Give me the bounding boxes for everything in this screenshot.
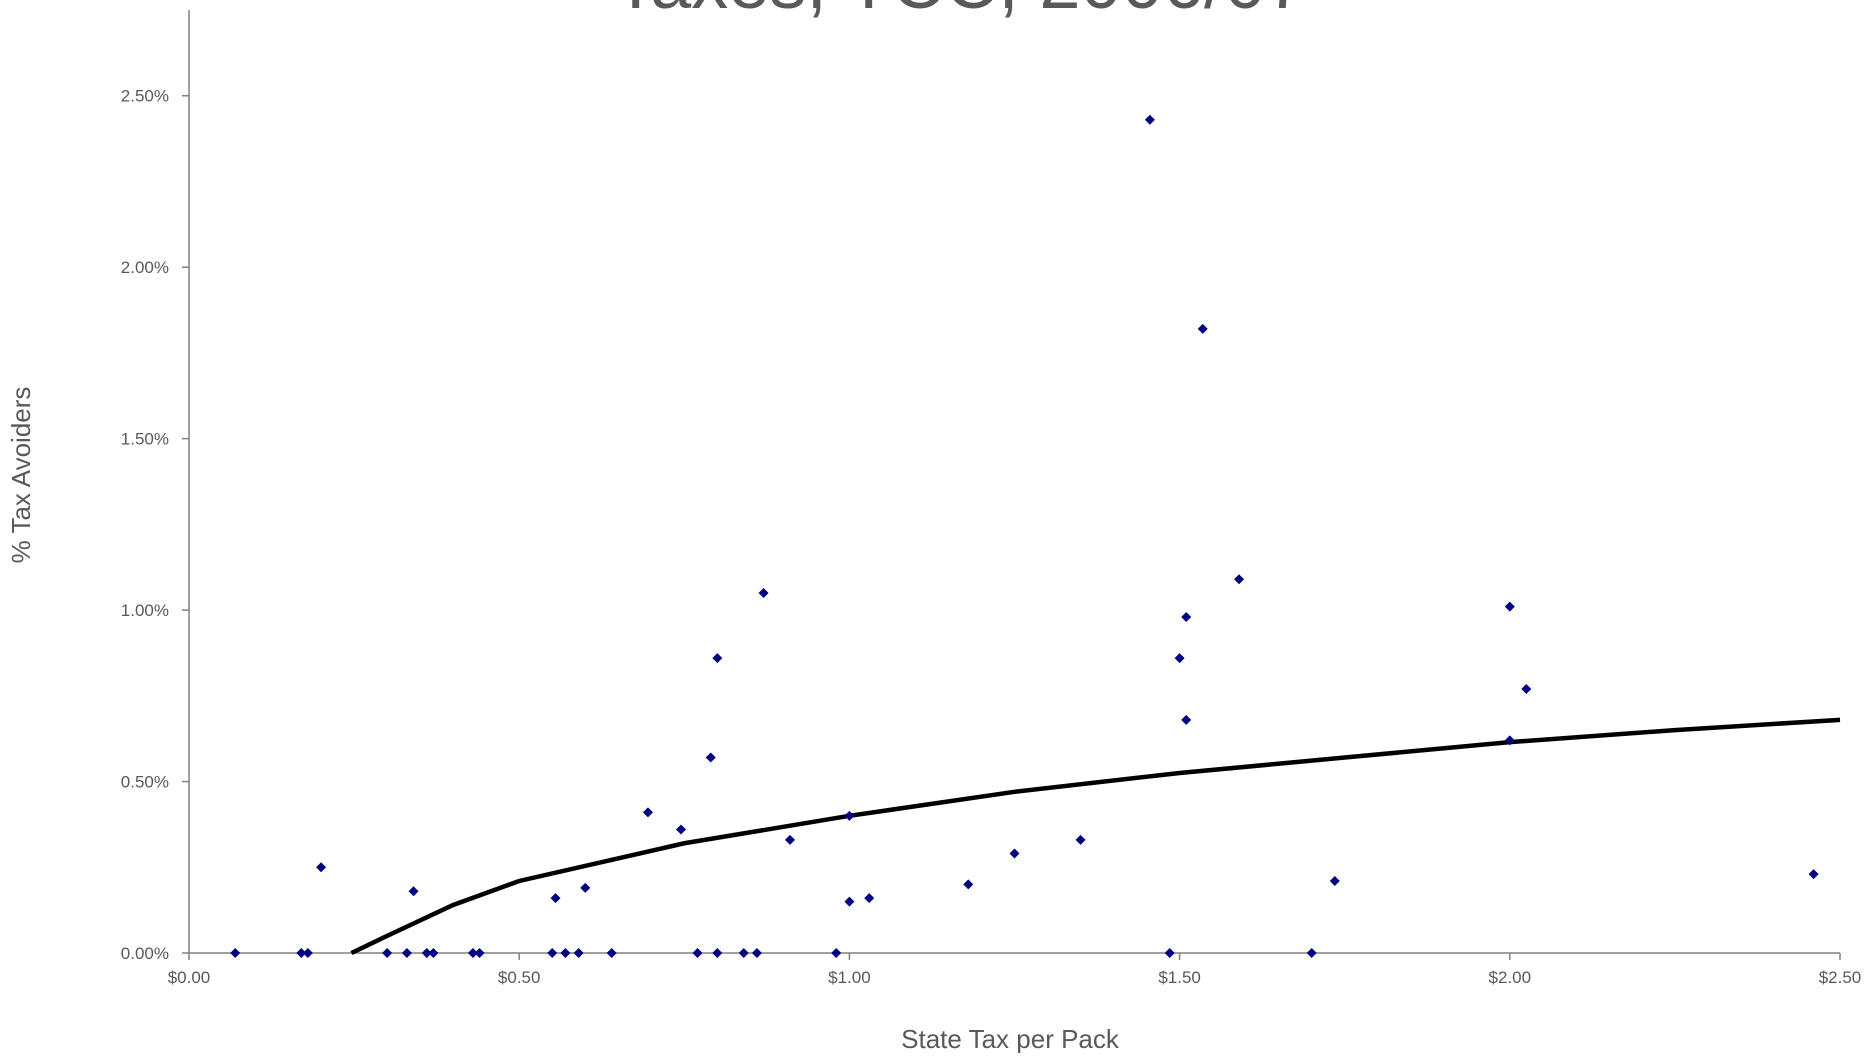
data-point [1197,323,1208,334]
data-point [1181,611,1192,622]
x-tick-label: $1.50 [1158,968,1201,987]
data-point [712,653,723,664]
data-point [230,948,241,958]
y-axis-title: % Tax Avoiders [6,387,36,564]
trend-line [350,717,1841,956]
data-point [316,862,327,873]
data-point [1164,948,1175,958]
data-point [844,810,855,821]
data-point [573,948,584,958]
data-point [1009,848,1020,859]
x-tick-label: $0.00 [168,968,211,987]
data-point [675,824,686,835]
data-point [1234,574,1245,585]
data-point [1521,683,1532,694]
data-point [547,948,558,958]
data-point [692,948,703,958]
data-point [831,948,842,958]
data-point [606,948,617,958]
data-point [474,948,485,958]
data-point [1329,875,1340,886]
data-point [1306,948,1317,958]
data-point [580,882,591,893]
data-point [1181,714,1192,725]
data-point [712,948,723,958]
y-tick-label: 1.00% [121,601,169,620]
data-point [467,948,478,958]
data-point [738,948,749,958]
data-point [705,752,716,763]
data-point [784,834,795,845]
data-point [1075,834,1086,845]
x-axis-title: State Tax per Pack [901,1024,1120,1053]
data-point [302,948,313,958]
data-point [560,948,571,958]
data-point [382,948,393,958]
data-point [296,948,307,958]
data-point [758,587,769,598]
data-point [1504,735,1515,746]
data-point [844,896,855,907]
data-point [642,807,653,818]
y-tick-label: 2.00% [121,258,169,277]
y-tick-label: 0.50% [121,773,169,792]
data-point [421,948,432,958]
data-point [401,948,412,958]
data-point [1504,601,1515,612]
y-tick-label: 1.50% [121,430,169,449]
data-point [428,948,439,958]
chart-title: Taxes, TCC, 2006/07 [613,0,1307,24]
data-point [408,886,419,897]
data-point [963,879,974,890]
data-point [1174,653,1185,664]
data-point [864,893,875,904]
x-tick-label: $1.00 [828,968,871,987]
x-tick-label: $0.50 [498,968,541,987]
data-point [550,893,561,904]
y-tick-label: 2.50% [121,87,169,106]
data-point [1808,869,1819,880]
data-point [751,948,762,958]
data-point [1144,114,1155,125]
x-tick-label: $2.00 [1489,968,1532,987]
y-tick-label: 0.00% [121,944,169,963]
x-tick-label: $2.50 [1819,968,1862,987]
